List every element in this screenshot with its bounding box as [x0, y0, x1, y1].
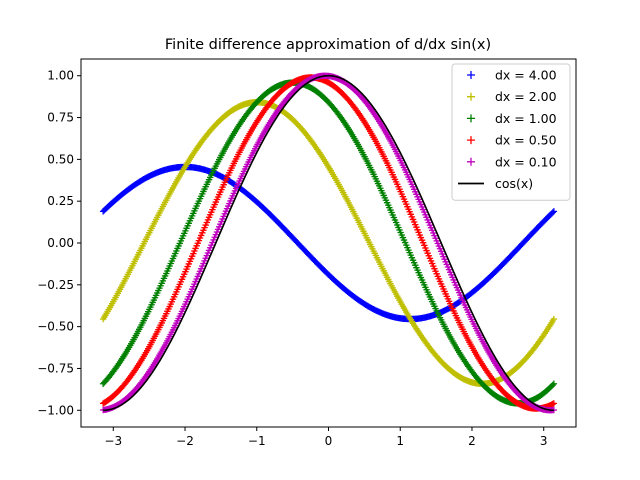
legend-entry: dx = 2.00	[467, 89, 557, 104]
legend-marker-swatch	[467, 92, 475, 101]
data-point	[550, 400, 558, 407]
legend-entry: dx = 1.00	[467, 111, 557, 126]
x-tick-label: 1	[396, 434, 404, 448]
legend-entry: dx = 0.50	[467, 133, 557, 148]
series-2-markers	[99, 79, 558, 407]
legend-label: dx = 1.00	[495, 111, 557, 126]
y-tick-label: −0.50	[37, 320, 74, 334]
x-tick-label: 0	[325, 434, 333, 448]
series-4-markers	[99, 72, 558, 414]
legend-box	[451, 63, 571, 201]
legend-label: dx = 0.10	[495, 154, 557, 169]
legend-entry: cos(x)	[458, 176, 533, 191]
series-3-markers	[99, 74, 558, 412]
legend-label: cos(x)	[495, 176, 533, 191]
y-tick-label: −0.25	[37, 278, 74, 292]
data-point	[549, 381, 556, 389]
y-tick-label: 0.25	[47, 194, 74, 208]
legend-label: dx = 0.50	[495, 133, 557, 148]
y-tick-label: 0.50	[47, 152, 74, 166]
x-tick-label: −3	[104, 434, 122, 448]
y-tick-label: 1.00	[47, 69, 74, 83]
plot-area	[99, 72, 558, 414]
legend-marker-swatch	[467, 157, 475, 166]
legend-label: dx = 2.00	[495, 89, 557, 104]
data-point	[550, 380, 558, 387]
data-point	[550, 315, 558, 323]
data-point	[549, 209, 556, 216]
legend-marker-swatch	[467, 71, 475, 79]
x-tick-label: 3	[540, 434, 548, 448]
legend-marker-swatch	[467, 114, 475, 123]
series-line-cos	[103, 74, 554, 412]
y-tick-label: 0.00	[47, 236, 74, 250]
y-tick-label: −0.75	[37, 361, 74, 375]
y-tick-label: −1.00	[37, 403, 74, 417]
y-tick-label: 0.75	[47, 111, 74, 125]
legend-label: dx = 4.00	[495, 68, 557, 83]
legend-entry: dx = 4.00	[467, 68, 557, 83]
legend: dx = 4.00 dx = 2.00 dx = 1.00 dx = 0.50 dx =…	[451, 63, 571, 201]
chart-title: Finite difference approximation of d/dx …	[165, 37, 491, 53]
x-tick-label: 2	[468, 434, 476, 448]
axes: −3 −2 −1 0 1 2 3 −1.00 −0.75 −0.50 −0.25 0.00 0.25 0.…	[37, 58, 577, 448]
legend-marker-swatch	[467, 136, 475, 145]
x-tick-label: −1	[248, 434, 266, 448]
data-point	[550, 208, 558, 215]
legend-entry: dx = 0.10	[467, 154, 557, 169]
x-tick-label: −2	[176, 434, 194, 448]
series-group	[99, 72, 558, 414]
